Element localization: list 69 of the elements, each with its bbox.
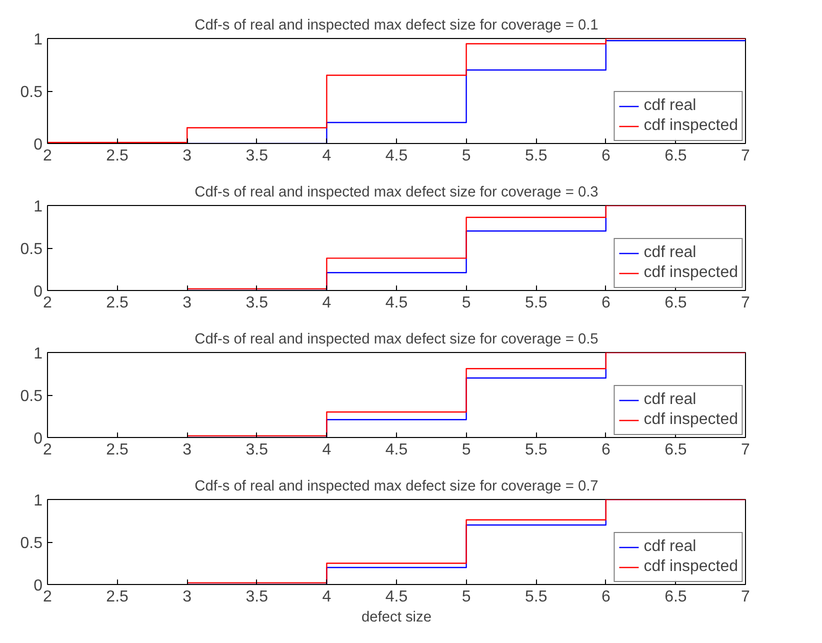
x-tick-label: 6 — [601, 442, 610, 458]
chart-title: Cdf-s of real and inspected max defect size for coverage = 0.1 — [194, 18, 598, 34]
x-tick-label: 2.5 — [106, 588, 129, 606]
x-tick-label: 5 — [462, 442, 471, 458]
y-tick-label: 0 — [34, 430, 43, 448]
x-tick-label: 3.5 — [246, 588, 268, 606]
x-tick-label: 6.5 — [664, 148, 687, 164]
x-tick-label: 2.5 — [106, 294, 129, 312]
x-tick-label: 4.5 — [385, 442, 408, 458]
y-tick-label: 1 — [34, 492, 43, 510]
x-tick-label: 5 — [462, 294, 471, 312]
y-tick-label: 1 — [34, 32, 43, 48]
x-tick-label: 2.5 — [106, 148, 129, 164]
x-tick-label: 3 — [182, 442, 192, 458]
y-tick-label: 1 — [34, 198, 43, 216]
x-tick-label: 6 — [601, 588, 610, 606]
x-tick-label: 7 — [741, 148, 750, 164]
legend-label: cdf inspected — [644, 558, 738, 576]
x-tick-label: 7 — [741, 294, 750, 312]
x-tick-label: 2 — [43, 148, 52, 164]
legend-label: cdf inspected — [644, 264, 738, 282]
chart-title: Cdf-s of real and inspected max defect size for coverage = 0.5 — [194, 332, 598, 348]
x-tick-label: 6.5 — [664, 442, 687, 458]
x-tick-label: 2 — [43, 588, 52, 606]
x-tick-label: 4.5 — [385, 294, 408, 312]
x-tick-label: 4.5 — [385, 148, 408, 164]
legend-label: cdf real — [644, 538, 696, 556]
x-tick-label: 6 — [601, 148, 610, 164]
legend-label: cdf inspected — [644, 411, 738, 429]
y-tick-label: 0 — [34, 284, 43, 300]
legend-label: cdf inspected — [644, 117, 738, 135]
x-tick-label: 6.5 — [664, 294, 687, 312]
y-tick-label: 0.5 — [20, 388, 43, 405]
legend-label: cdf real — [644, 97, 696, 115]
x-tick-label: 2.5 — [106, 442, 129, 458]
y-tick-label: 1 — [34, 346, 43, 362]
x-tick-label: 5.5 — [524, 148, 548, 164]
x-tick-label: 3.5 — [246, 294, 268, 312]
x-tick-label: 2 — [43, 294, 52, 312]
x-tick-label: 5.5 — [524, 294, 548, 312]
x-tick-label: 3.5 — [246, 148, 268, 164]
x-tick-label: 2 — [43, 442, 52, 458]
x-tick-label: 5 — [462, 148, 471, 164]
x-tick-label: 5.5 — [524, 588, 548, 606]
x-tick-label: 5 — [462, 588, 471, 606]
x-tick-label: 4 — [322, 294, 332, 312]
y-tick-label: 0 — [34, 136, 43, 154]
x-tick-label: 3 — [182, 294, 192, 312]
x-tick-label: 4 — [322, 442, 332, 458]
legend-label: cdf real — [644, 244, 696, 262]
x-tick-label: 7 — [741, 442, 750, 458]
x-tick-label: 6 — [601, 294, 610, 312]
x-tick-label: 5.5 — [524, 442, 548, 458]
chart-title: Cdf-s of real and inspected max defect size for coverage = 0.3 — [194, 184, 598, 200]
x-tick-label: 4.5 — [385, 588, 408, 606]
x-tick-label: 3.5 — [246, 442, 268, 458]
y-tick-label: 0.5 — [20, 84, 43, 101]
x-tick-label: 3 — [182, 148, 192, 164]
y-tick-label: 0 — [34, 578, 43, 594]
x-tick-label: 4 — [322, 148, 332, 164]
x-tick-label: 6.5 — [664, 588, 687, 606]
x-tick-label: 7 — [741, 588, 750, 606]
x-tick-label: 3 — [182, 588, 192, 606]
y-tick-label: 0.5 — [20, 241, 43, 258]
y-tick-label: 0.5 — [20, 535, 43, 552]
x-axis-title: defect size — [361, 610, 432, 626]
legend-label: cdf real — [644, 391, 696, 409]
chart-title: Cdf-s of real and inspected max defect size for coverage = 0.7 — [194, 478, 598, 494]
x-tick-label: 4 — [322, 588, 332, 606]
